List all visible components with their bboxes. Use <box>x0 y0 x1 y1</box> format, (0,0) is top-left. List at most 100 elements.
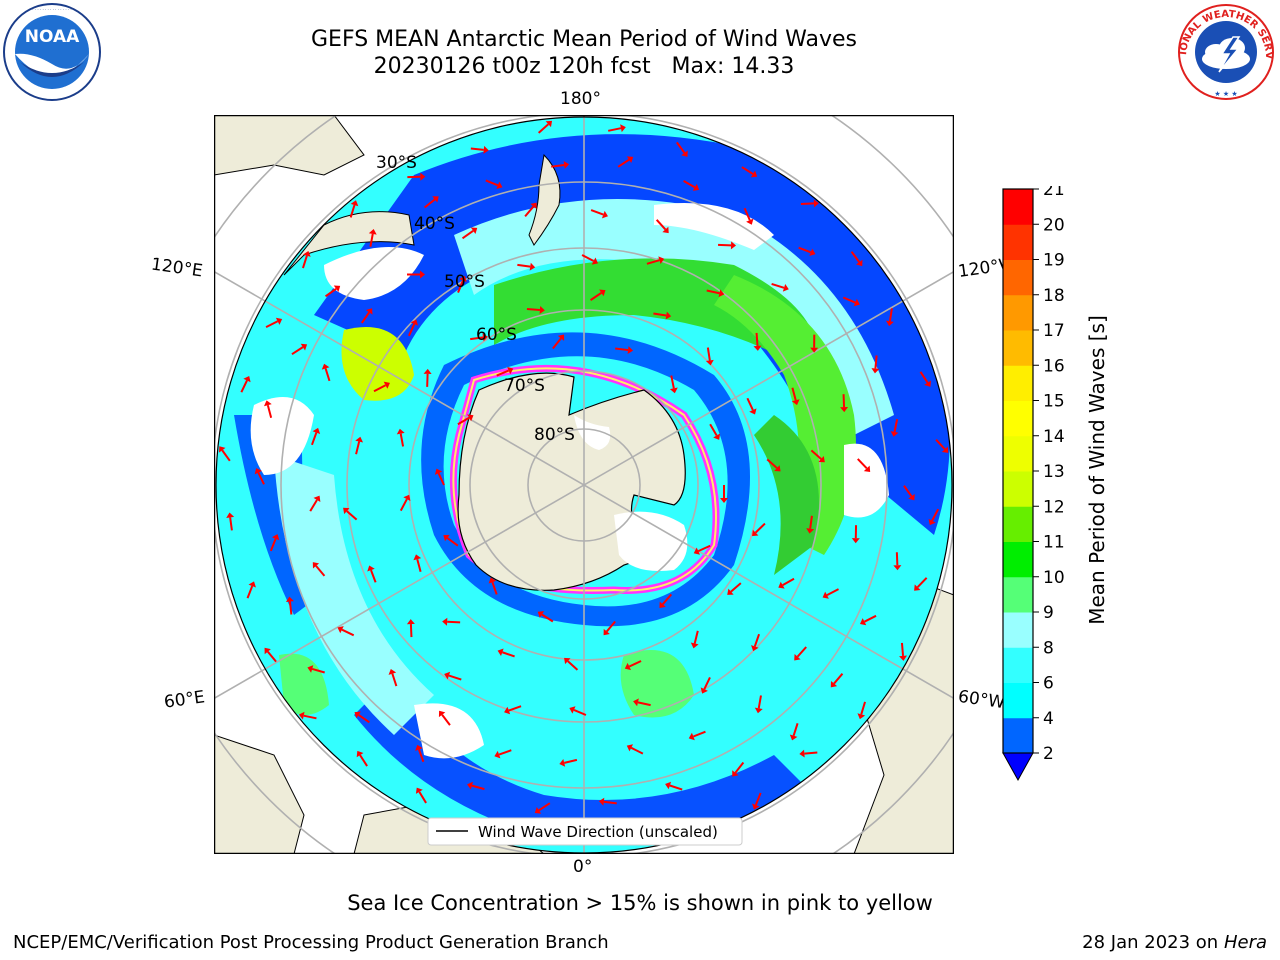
wind-wave-arrow-head <box>840 407 849 413</box>
wind-wave-arrow-shaft <box>399 433 405 447</box>
wind-wave-arrow-shaft <box>355 441 361 455</box>
wind-wave-arrow-head <box>806 528 815 534</box>
wind-wave-arrow-shaft <box>734 761 745 774</box>
wind-wave-arrow-shaft <box>448 674 462 681</box>
wind-wave-arrow-shaft <box>903 485 913 497</box>
wind-wave-arrow-head <box>312 427 321 434</box>
wind-wave-arrow-head <box>690 642 699 649</box>
wind-wave-arrow-shaft <box>269 538 277 552</box>
wind-wave-arrow-head <box>941 446 949 453</box>
wind-wave-arrow-head <box>720 498 728 503</box>
sea-ice-note: Sea Ice Concentration > 15% is shown in … <box>347 891 933 915</box>
wind-wave-arrow-head <box>403 494 411 502</box>
wind-wave-arrow-shaft <box>863 614 877 623</box>
wind-wave-arrow-head <box>563 161 570 169</box>
wind-wave-arrow-shaft <box>369 233 374 247</box>
wind-wave-arrow-shaft <box>471 784 485 791</box>
footer-date: 28 Jan 2023 on Hera <box>1082 932 1267 953</box>
wind-wave-arrow-shaft <box>324 368 331 382</box>
wind-wave-arrow-head <box>354 711 361 719</box>
colorbar-tick-label: 19 <box>1043 251 1065 271</box>
footer-credit: NCEP/EMC/Verification Post Processing Pr… <box>13 932 609 953</box>
wind-wave-arrow-head <box>343 507 350 515</box>
wind-wave-arrow-head <box>434 468 443 475</box>
wind-wave-arrow-shaft <box>552 337 562 350</box>
wind-wave-arrow-head <box>626 744 634 752</box>
wind-wave-arrow-head <box>312 562 320 569</box>
wind-wave-arrow-shaft <box>603 800 617 805</box>
wind-wave-arrow-head <box>423 368 432 375</box>
wind-wave-arrow-head <box>496 181 503 190</box>
wind-wave-arrow-shaft <box>551 163 565 168</box>
wind-wave-arrow-head <box>633 698 639 707</box>
noaa-logo: NOAA · · · · · · · · · · · · · · · · · · <box>3 3 101 101</box>
wind-wave-arrow-head <box>601 210 609 219</box>
wind-wave-arrow-shaft <box>916 577 928 588</box>
colorbar-band <box>1003 506 1033 542</box>
wind-wave-arrow-shaft <box>697 544 711 553</box>
polar-map: 30°S 40°S 50°S 60°S 70°S 80°S Wind Wave … <box>214 115 954 854</box>
colorbar-band <box>1003 189 1033 225</box>
wind-wave-arrow-head <box>914 584 921 591</box>
wind-wave-arrow-head <box>218 446 226 453</box>
colorbar-tick-label: 11 <box>1043 533 1065 553</box>
wind-wave-arrow-head <box>890 431 899 437</box>
wind-wave-arrow-head <box>750 170 758 178</box>
land-new-zealand <box>528 153 561 246</box>
wind-wave-arrow-head <box>442 617 448 626</box>
wind-wave-arrow-head <box>298 711 305 720</box>
wind-wave-arrow-head <box>830 680 838 688</box>
wind-wave-arrow-head <box>529 262 536 271</box>
wind-wave-arrow-shaft <box>457 280 464 293</box>
wind-wave-arrow-shaft <box>833 673 844 685</box>
wind-wave-arrow-head <box>333 285 341 293</box>
wind-wave-arrow-head <box>791 399 800 406</box>
wind-wave-arrow-head <box>809 248 816 257</box>
lat-label-70s: 70°S <box>504 376 545 396</box>
wind-wave-arrow-head <box>752 803 760 810</box>
wind-wave-arrow-shaft <box>888 308 893 322</box>
wind-wave-arrow-shaft <box>754 792 762 806</box>
wind-wave-arrow-head <box>598 797 605 806</box>
wind-wave-arrow-head <box>799 749 805 758</box>
colorbar-tick-label: 8 <box>1043 638 1054 658</box>
wind-wave-arrow-shaft <box>919 371 929 384</box>
wind-wave-arrow-shaft <box>755 332 759 346</box>
wind-wave-arrow-shaft <box>441 714 451 726</box>
wind-wave-arrow-shaft <box>766 458 778 469</box>
wind-wave-arrow-shaft <box>408 323 416 337</box>
footer-date-text: 28 Jan 2023 on <box>1082 932 1224 953</box>
wind-wave-arrow-shaft <box>240 380 248 393</box>
wind-wave-arrow-head <box>603 628 610 636</box>
colorbar-tick-label: 20 <box>1043 215 1065 235</box>
wind-wave-arrow-shaft <box>538 802 551 812</box>
wind-wave-arrow-head <box>420 172 426 181</box>
wind-wave-arrow-head <box>928 518 936 526</box>
lon-label-60e: 60°E <box>162 687 207 713</box>
wind-wave-arrow-head <box>539 306 545 315</box>
wind-wave-arrow-head <box>483 145 489 154</box>
wind-wave-arrow-shaft <box>496 369 510 377</box>
wind-wave-arrow-head <box>350 200 359 207</box>
wind-wave-arrow-head <box>669 387 678 394</box>
wind-wave-arrow-head <box>813 199 819 208</box>
wind-wave-arrow-head <box>415 744 423 751</box>
svg-text:★ ★ ★: ★ ★ ★ <box>1214 90 1237 98</box>
wind-wave-arrow-shaft <box>706 347 711 361</box>
wind-wave-arrow-shaft <box>229 517 233 531</box>
wind-wave-arrow-head <box>530 202 537 209</box>
wind-wave-arrow-head <box>693 547 700 555</box>
wind-wave-arrow-head <box>859 618 867 626</box>
wind-wave-arrow-head <box>856 259 863 267</box>
wind-wave-arrow-shaft <box>628 660 642 668</box>
ice-shelf-weddell <box>614 511 688 571</box>
wind-wave-arrow-head <box>396 428 405 435</box>
wind-wave-arrow-shaft <box>615 347 629 352</box>
wind-wave-arrow-shaft <box>246 585 254 599</box>
wind-wave-arrow-head <box>263 400 272 407</box>
colorbar-band <box>1003 717 1033 754</box>
wind-wave-arrow-head <box>406 619 415 625</box>
wind-wave-arrow-head <box>413 554 422 561</box>
wind-wave-arrow-head <box>337 626 344 634</box>
wind-wave-arrow-head <box>534 806 542 814</box>
